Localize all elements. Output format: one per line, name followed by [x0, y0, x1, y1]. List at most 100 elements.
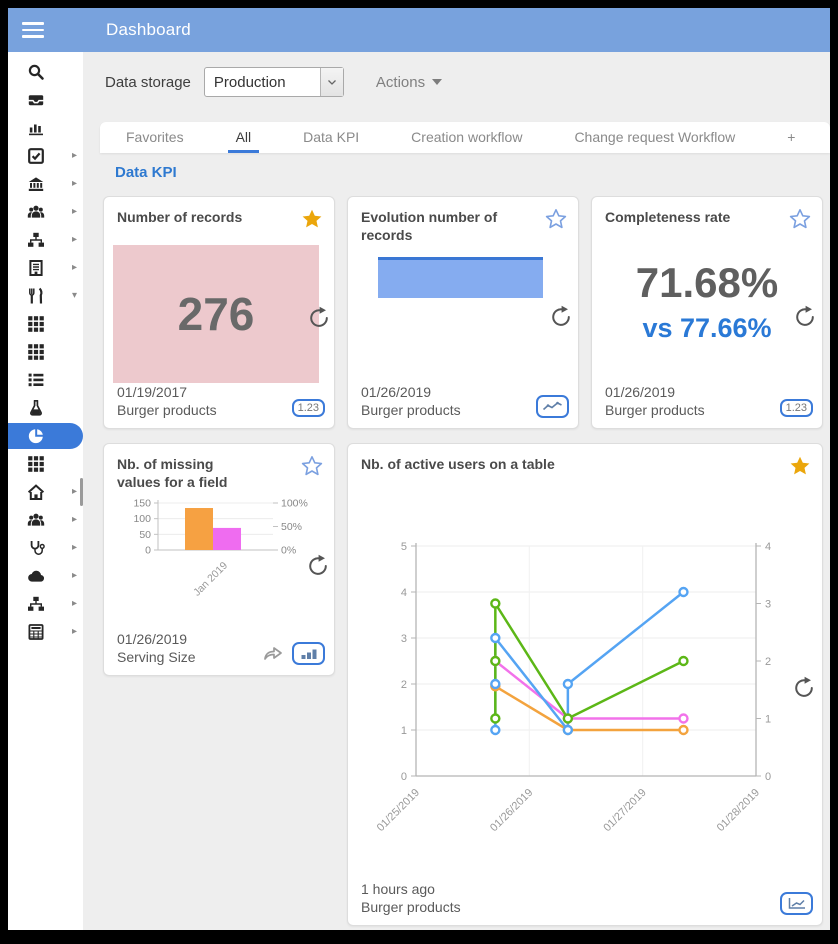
chevron-right-icon: ▸	[71, 626, 77, 637]
missing-values-bar-chart: 0 50 100 150 0% 50% 100% Jan 2019	[133, 498, 308, 599]
tab--[interactable]: +	[787, 129, 796, 145]
favorite-star-icon[interactable]	[301, 208, 323, 230]
svg-text:01/27/2019: 01/27/2019	[601, 787, 648, 834]
building-icon	[27, 259, 45, 277]
card-source: Burger products	[361, 402, 461, 418]
line-chart-icon	[788, 898, 805, 909]
favorite-star-icon[interactable]	[789, 455, 811, 477]
data-storage-label: Data storage	[105, 73, 191, 91]
line-chart-badge[interactable]	[780, 892, 813, 915]
sidebar-item-users[interactable]: ▸	[8, 198, 83, 226]
tab-change-request-workflow[interactable]: Change request Workflow	[574, 129, 736, 145]
data-storage-value: Production	[213, 73, 286, 91]
refresh-icon[interactable]	[792, 676, 816, 700]
refresh-icon[interactable]	[549, 305, 573, 329]
sitemap-icon	[27, 595, 45, 613]
favorite-star-icon[interactable]	[789, 208, 811, 230]
sidebar-item-users[interactable]: ▸	[8, 506, 83, 534]
sidebar-scrollbar[interactable]	[80, 478, 83, 506]
refresh-icon[interactable]	[307, 306, 331, 330]
users-icon	[27, 203, 45, 221]
sidebar-item-sitemap[interactable]: ▸	[8, 590, 83, 618]
card-source: Burger products	[605, 402, 705, 418]
chevron-right-icon: ▸	[71, 262, 77, 273]
trend-chart-badge[interactable]	[536, 395, 569, 418]
select-chevron-icon	[319, 68, 343, 96]
sidebar-item-pie-chart[interactable]	[8, 423, 83, 449]
card-title: Number of records	[117, 209, 243, 225]
value-format-badge[interactable]: 1.23	[291, 399, 325, 417]
main-content: Data storage Production Actions Favorite…	[83, 52, 830, 930]
card-missing-values: Nb. of missing values for a field 0 50 100…	[103, 443, 335, 676]
card-footer: 01/26/2019 Burger products	[605, 383, 705, 419]
sidebar-item-check-square[interactable]: ▸	[8, 142, 83, 170]
svg-text:0%: 0%	[281, 545, 296, 557]
svg-text:5: 5	[401, 541, 407, 553]
tab-favorites[interactable]: Favorites	[126, 129, 184, 145]
sidebar-item-building[interactable]: ▸	[8, 254, 83, 282]
sidebar-item-sitemap[interactable]: ▸	[8, 226, 83, 254]
svg-text:150: 150	[133, 498, 151, 510]
flask-icon	[27, 399, 45, 417]
data-storage-select[interactable]: Production	[203, 67, 344, 97]
sidebar-item-restaurant[interactable]: ▾	[8, 282, 83, 310]
toolbar: Data storage Production Actions	[105, 66, 443, 98]
sidebar-item-list[interactable]	[8, 366, 83, 394]
sidebar-item-grid[interactable]	[8, 310, 83, 338]
card-title: Evolution number of records	[361, 209, 498, 244]
card-active-users: Nb. of active users on a table 0 1 2 3 4 5 0 1 2…	[347, 443, 823, 926]
refresh-icon[interactable]	[793, 305, 817, 329]
menu-icon[interactable]	[22, 22, 44, 38]
tab-data-kpi[interactable]: Data KPI	[303, 129, 360, 145]
chevron-right-icon: ▸	[71, 542, 77, 553]
tab-all[interactable]: All	[210, 122, 278, 153]
sidebar-item-bar-chart[interactable]	[8, 114, 83, 142]
svg-text:4: 4	[401, 587, 407, 599]
check-square-icon	[27, 147, 45, 165]
svg-text:1: 1	[765, 714, 771, 726]
svg-text:0: 0	[401, 771, 407, 783]
sidebar-item-grid[interactable]	[8, 450, 83, 478]
svg-text:0: 0	[765, 771, 771, 783]
favorite-star-icon[interactable]	[545, 208, 567, 230]
svg-text:100%: 100%	[281, 498, 308, 510]
card-footer: 01/26/2019 Serving Size	[117, 630, 196, 666]
svg-text:3: 3	[401, 633, 407, 645]
svg-text:2: 2	[765, 656, 771, 668]
bar-chart-badge[interactable]	[292, 642, 325, 665]
svg-text:Jan 2019: Jan 2019	[191, 560, 230, 599]
caret-down-icon	[432, 79, 443, 85]
actions-menu[interactable]: Actions	[375, 73, 443, 91]
trend-line-icon	[542, 401, 562, 411]
card-source: Burger products	[117, 402, 217, 418]
sidebar-item-home[interactable]: ▸	[8, 478, 83, 506]
chevron-right-icon: ▸	[71, 514, 77, 525]
actions-label: Actions	[375, 73, 426, 91]
sidebar-item-calculator[interactable]: ▸	[8, 618, 83, 646]
svg-text:4: 4	[765, 541, 771, 553]
refresh-icon[interactable]	[306, 554, 330, 578]
favorite-star-icon[interactable]	[301, 455, 323, 477]
sidebar-item-inbox-tray[interactable]	[8, 86, 83, 114]
sitemap-icon	[27, 231, 45, 249]
bar-chart-icon	[301, 649, 316, 659]
search-icon	[27, 63, 45, 81]
chevron-right-icon: ▸	[71, 234, 77, 245]
sidebar-item-bank[interactable]: ▸	[8, 170, 83, 198]
sidebar-item-search[interactable]	[8, 58, 83, 86]
svg-text:01/26/2019: 01/26/2019	[488, 787, 535, 834]
tab-creation-workflow[interactable]: Creation workflow	[411, 129, 523, 145]
card-date: 1 hours ago	[361, 881, 435, 897]
card-date: 01/19/2017	[117, 384, 188, 400]
card-number-of-records: Number of records 276 01/19/2017 Burger …	[103, 196, 335, 429]
sidebar-item-flask[interactable]	[8, 394, 83, 422]
value-format-badge[interactable]: 1.23	[779, 399, 813, 417]
card-title: Nb. of active users on a table	[361, 456, 555, 472]
card-date: 01/26/2019	[117, 631, 188, 647]
sidebar-item-stethoscope[interactable]: ▸	[8, 534, 83, 562]
card-footer: 01/19/2017 Burger products	[117, 383, 217, 419]
card-footer: 1 hours ago Burger products	[361, 880, 461, 916]
share-icon[interactable]	[262, 643, 284, 663]
sidebar-item-grid[interactable]	[8, 338, 83, 366]
sidebar-item-cloud[interactable]: ▸	[8, 562, 83, 590]
